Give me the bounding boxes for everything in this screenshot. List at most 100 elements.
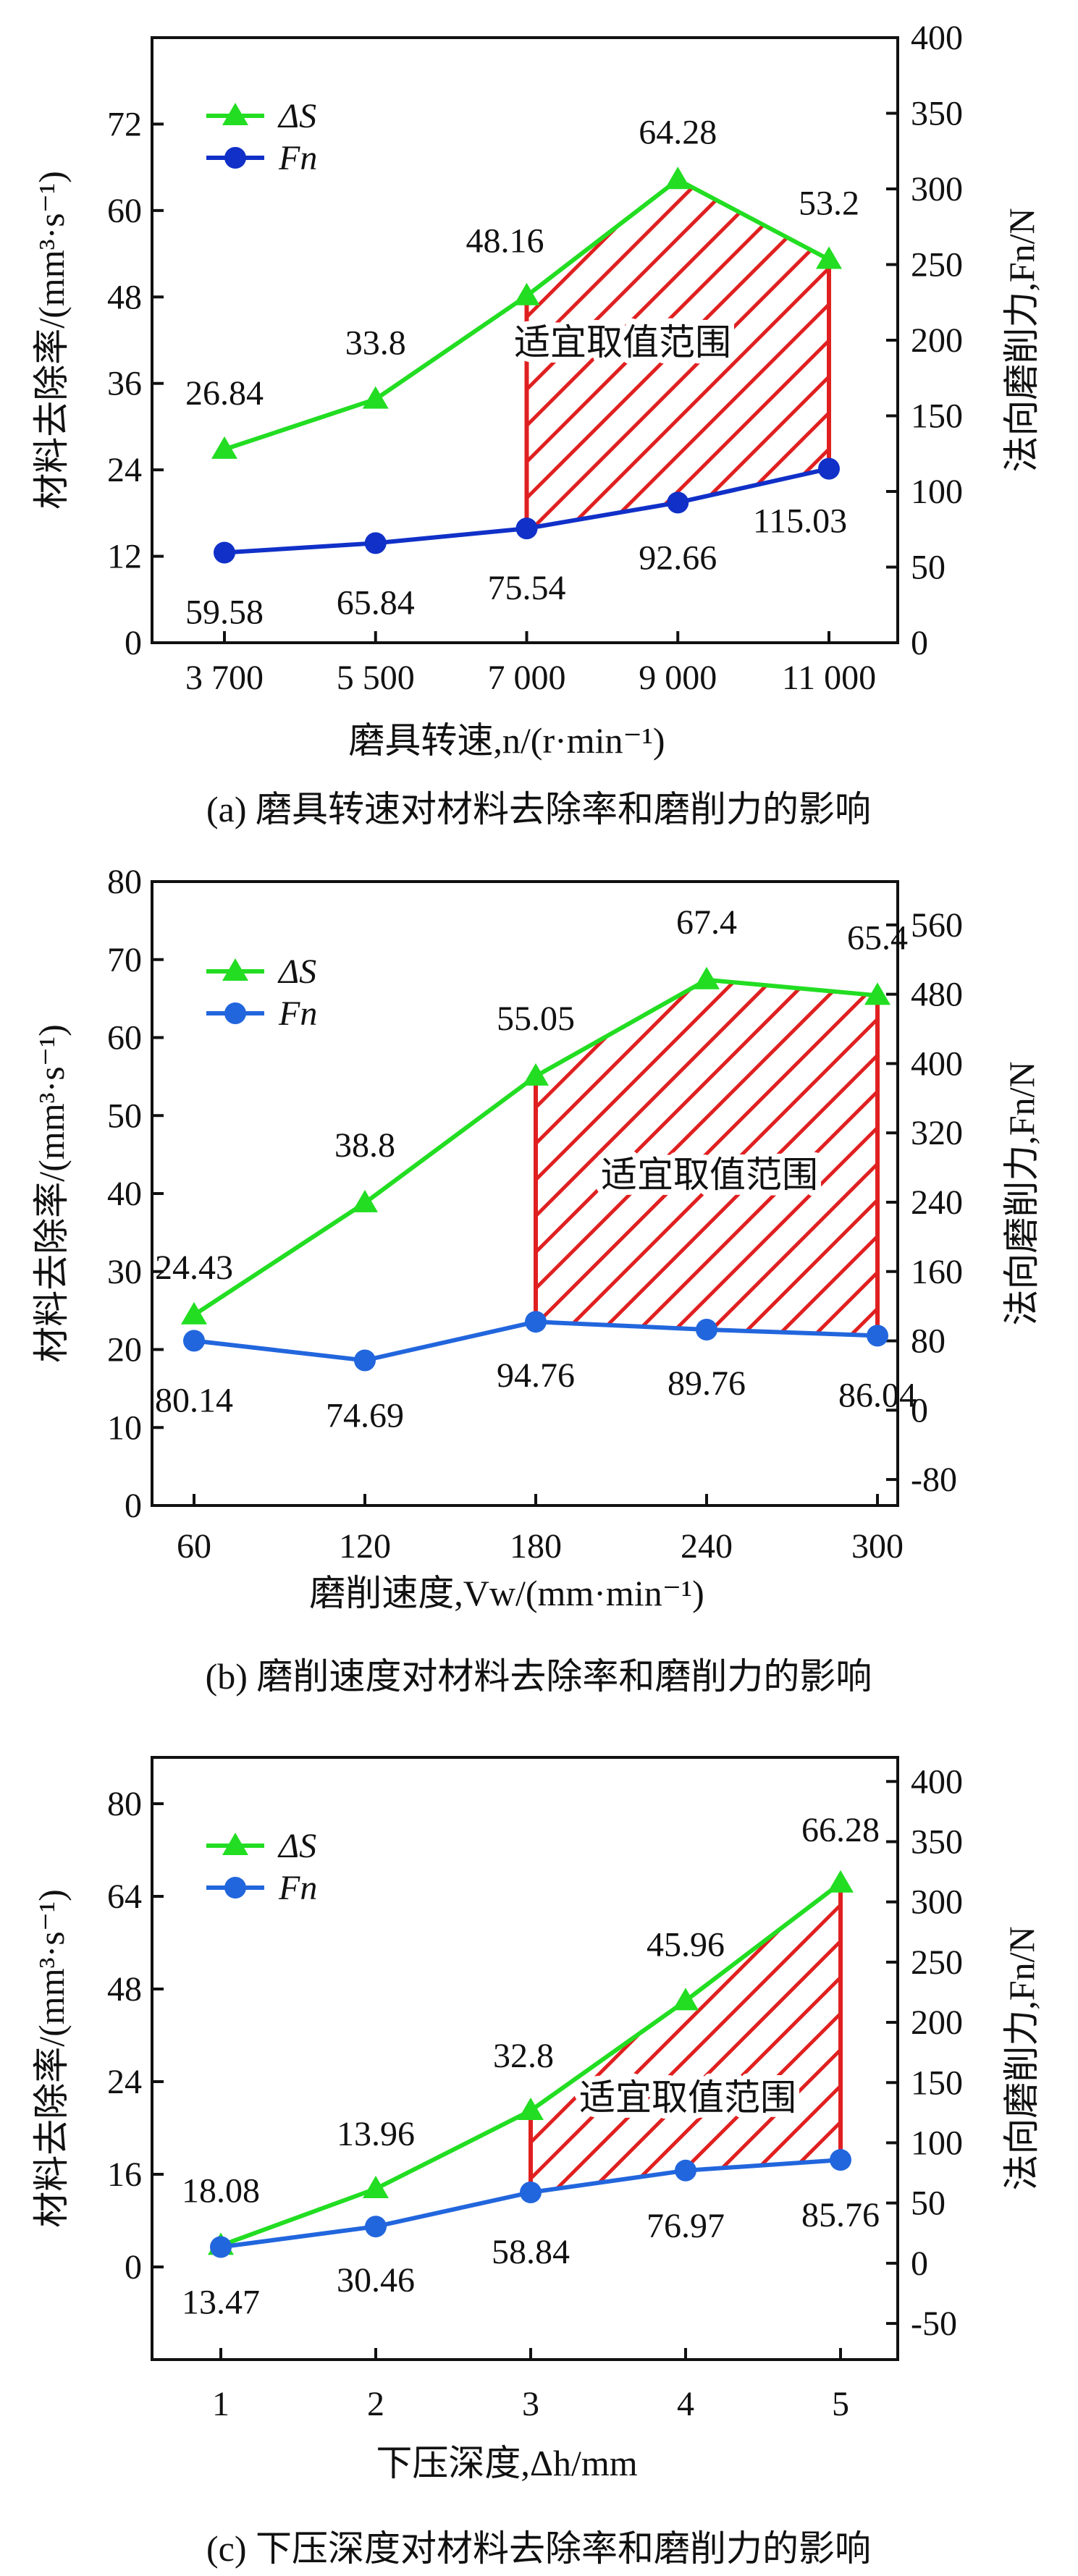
right-tick-label: 480 — [911, 976, 963, 1014]
legend-label-fn: Fn — [278, 1869, 317, 1907]
right-tick-label: 150 — [911, 2064, 963, 2102]
fn-point — [210, 2236, 232, 2258]
right-tick-label: 50 — [911, 549, 946, 587]
delta-s-point — [828, 1870, 854, 1893]
region-label: 适宜取值范围 — [579, 2077, 796, 2118]
x-tick-label: 120 — [339, 1527, 391, 1566]
delta-s-data-label: 48.16 — [466, 222, 544, 261]
delta-s-point — [211, 436, 237, 459]
right-tick-label: 250 — [911, 1943, 963, 1982]
left-tick-label: 60 — [107, 1019, 142, 1057]
delta-s-point — [363, 2176, 389, 2198]
left-tick-label: 20 — [107, 1331, 142, 1369]
right-axis-title: 法向磨削力,Fn/N — [1001, 1061, 1042, 1325]
left-axis-title: 材料去除率/(mm³·s⁻¹) — [31, 171, 72, 509]
delta-s-data-label: 32.8 — [493, 2037, 554, 2075]
delta-s-data-label: 33.8 — [345, 324, 406, 363]
right-tick-label: 400 — [911, 19, 963, 57]
fn-data-label: 92.66 — [639, 539, 717, 577]
delta-s-data-label: 26.84 — [185, 374, 264, 413]
fn-data-label: 94.76 — [497, 1356, 575, 1395]
chart-panel-1: 适宜取值范围 0 12 24 36 48 60 72 0 50 100 150 200 250 300 350… — [31, 19, 1042, 829]
delta-s-point — [518, 2098, 544, 2120]
right-axis-title: 法向磨削力,Fn/N — [1001, 208, 1042, 472]
fn-point — [365, 2216, 387, 2238]
legend-marker-delta-s — [222, 1833, 248, 1855]
x-tick-label: 60 — [177, 1527, 211, 1566]
right-tick-label: 350 — [911, 1823, 963, 1861]
right-tick-label: 300 — [911, 1883, 963, 1922]
delta-s-data-label: 53.2 — [799, 185, 859, 223]
x-tick-label: 3 — [522, 2385, 539, 2423]
figure-caption: (c) 下压深度对材料去除率和磨削力的影响 — [206, 2528, 871, 2569]
delta-s-data-label: 45.96 — [647, 1925, 725, 1964]
fn-point — [214, 541, 235, 564]
legend-marker-fn — [224, 1002, 246, 1024]
x-tick-label: 3 700 — [185, 659, 264, 697]
delta-s-point — [513, 282, 540, 305]
legend-label-delta-s: ΔS — [277, 1827, 316, 1865]
legend-label-delta-s: ΔS — [277, 97, 316, 135]
right-tick-label: 50 — [911, 2184, 946, 2223]
left-axis-title: 材料去除率/(mm³·s⁻¹) — [31, 1024, 72, 1362]
x-tick-label: 4 — [677, 2385, 694, 2423]
fn-data-label: 80.14 — [155, 1381, 233, 1419]
x-tick-label: 9 000 — [639, 659, 717, 697]
right-tick-label: 100 — [911, 473, 963, 511]
fn-data-label: 65.84 — [337, 583, 415, 622]
legend-marker-fn — [224, 1877, 246, 1899]
right-tick-label: 350 — [911, 95, 963, 133]
right-tick-label: 200 — [911, 2003, 963, 2042]
right-tick-label: 200 — [911, 321, 963, 360]
left-tick-label: 60 — [107, 192, 142, 230]
fn-point — [696, 1318, 717, 1340]
delta-s-data-label: 24.43 — [155, 1249, 233, 1287]
right-tick-label: 240 — [911, 1183, 963, 1222]
delta-s-data-label: 18.08 — [182, 2171, 260, 2210]
left-tick-label: 24 — [107, 451, 142, 489]
delta-s-point — [362, 386, 389, 409]
right-tick-label: 0 — [911, 624, 928, 662]
delta-s-data-label: 64.28 — [639, 113, 717, 151]
left-tick-label: 24 — [107, 2063, 142, 2101]
right-tick-label: 320 — [911, 1114, 963, 1152]
left-tick-label: 30 — [107, 1253, 142, 1291]
delta-s-point — [665, 166, 691, 190]
legend-label-delta-s: ΔS — [277, 953, 316, 991]
left-tick-label: 50 — [107, 1097, 142, 1135]
x-axis-title: 下压深度,Δh/mm — [376, 2443, 637, 2483]
left-tick-label: 0 — [125, 624, 142, 662]
left-tick-label: 10 — [107, 1409, 142, 1447]
left-tick-label: 36 — [107, 365, 142, 403]
delta-s-data-label: 13.96 — [337, 2115, 415, 2153]
x-tick-label: 300 — [851, 1527, 904, 1566]
x-tick-label: 1 — [212, 2385, 230, 2423]
right-tick-label: 560 — [911, 906, 963, 945]
fn-point — [867, 1325, 888, 1347]
left-tick-label: 48 — [107, 1970, 142, 2009]
x-tick-label: 180 — [510, 1527, 562, 1566]
delta-s-data-label: 67.4 — [676, 903, 737, 942]
delta-s-point — [694, 966, 720, 989]
region-label: 适宜取值范围 — [514, 322, 731, 363]
x-tick-label: 5 500 — [337, 659, 415, 697]
fn-point — [818, 457, 840, 480]
left-axis-title: 材料去除率/(mm³·s⁻¹) — [31, 1889, 72, 2227]
fn-point — [675, 2159, 696, 2182]
fn-point — [830, 2149, 851, 2171]
region-hatch — [536, 979, 877, 1336]
legend-label-fn: Fn — [278, 139, 317, 177]
delta-s-data-label: 55.05 — [497, 1000, 575, 1038]
region-label: 适宜取值范围 — [601, 1154, 818, 1195]
right-tick-label: 0 — [911, 1391, 928, 1430]
x-tick-label: 7 000 — [488, 659, 566, 697]
fn-data-label: 59.58 — [185, 593, 264, 631]
delta-s-data-label: 65.4 — [847, 919, 908, 957]
left-tick-label: 0 — [125, 2248, 142, 2286]
x-axis-title: 磨具转速,n/(r·min⁻¹) — [348, 720, 665, 761]
x-axis-title: 磨削速度,Vw/(mm·min⁻¹) — [309, 1573, 704, 1613]
fn-data-label: 13.47 — [182, 2283, 260, 2321]
fn-point — [667, 491, 689, 514]
plot-frame — [151, 1756, 899, 2361]
